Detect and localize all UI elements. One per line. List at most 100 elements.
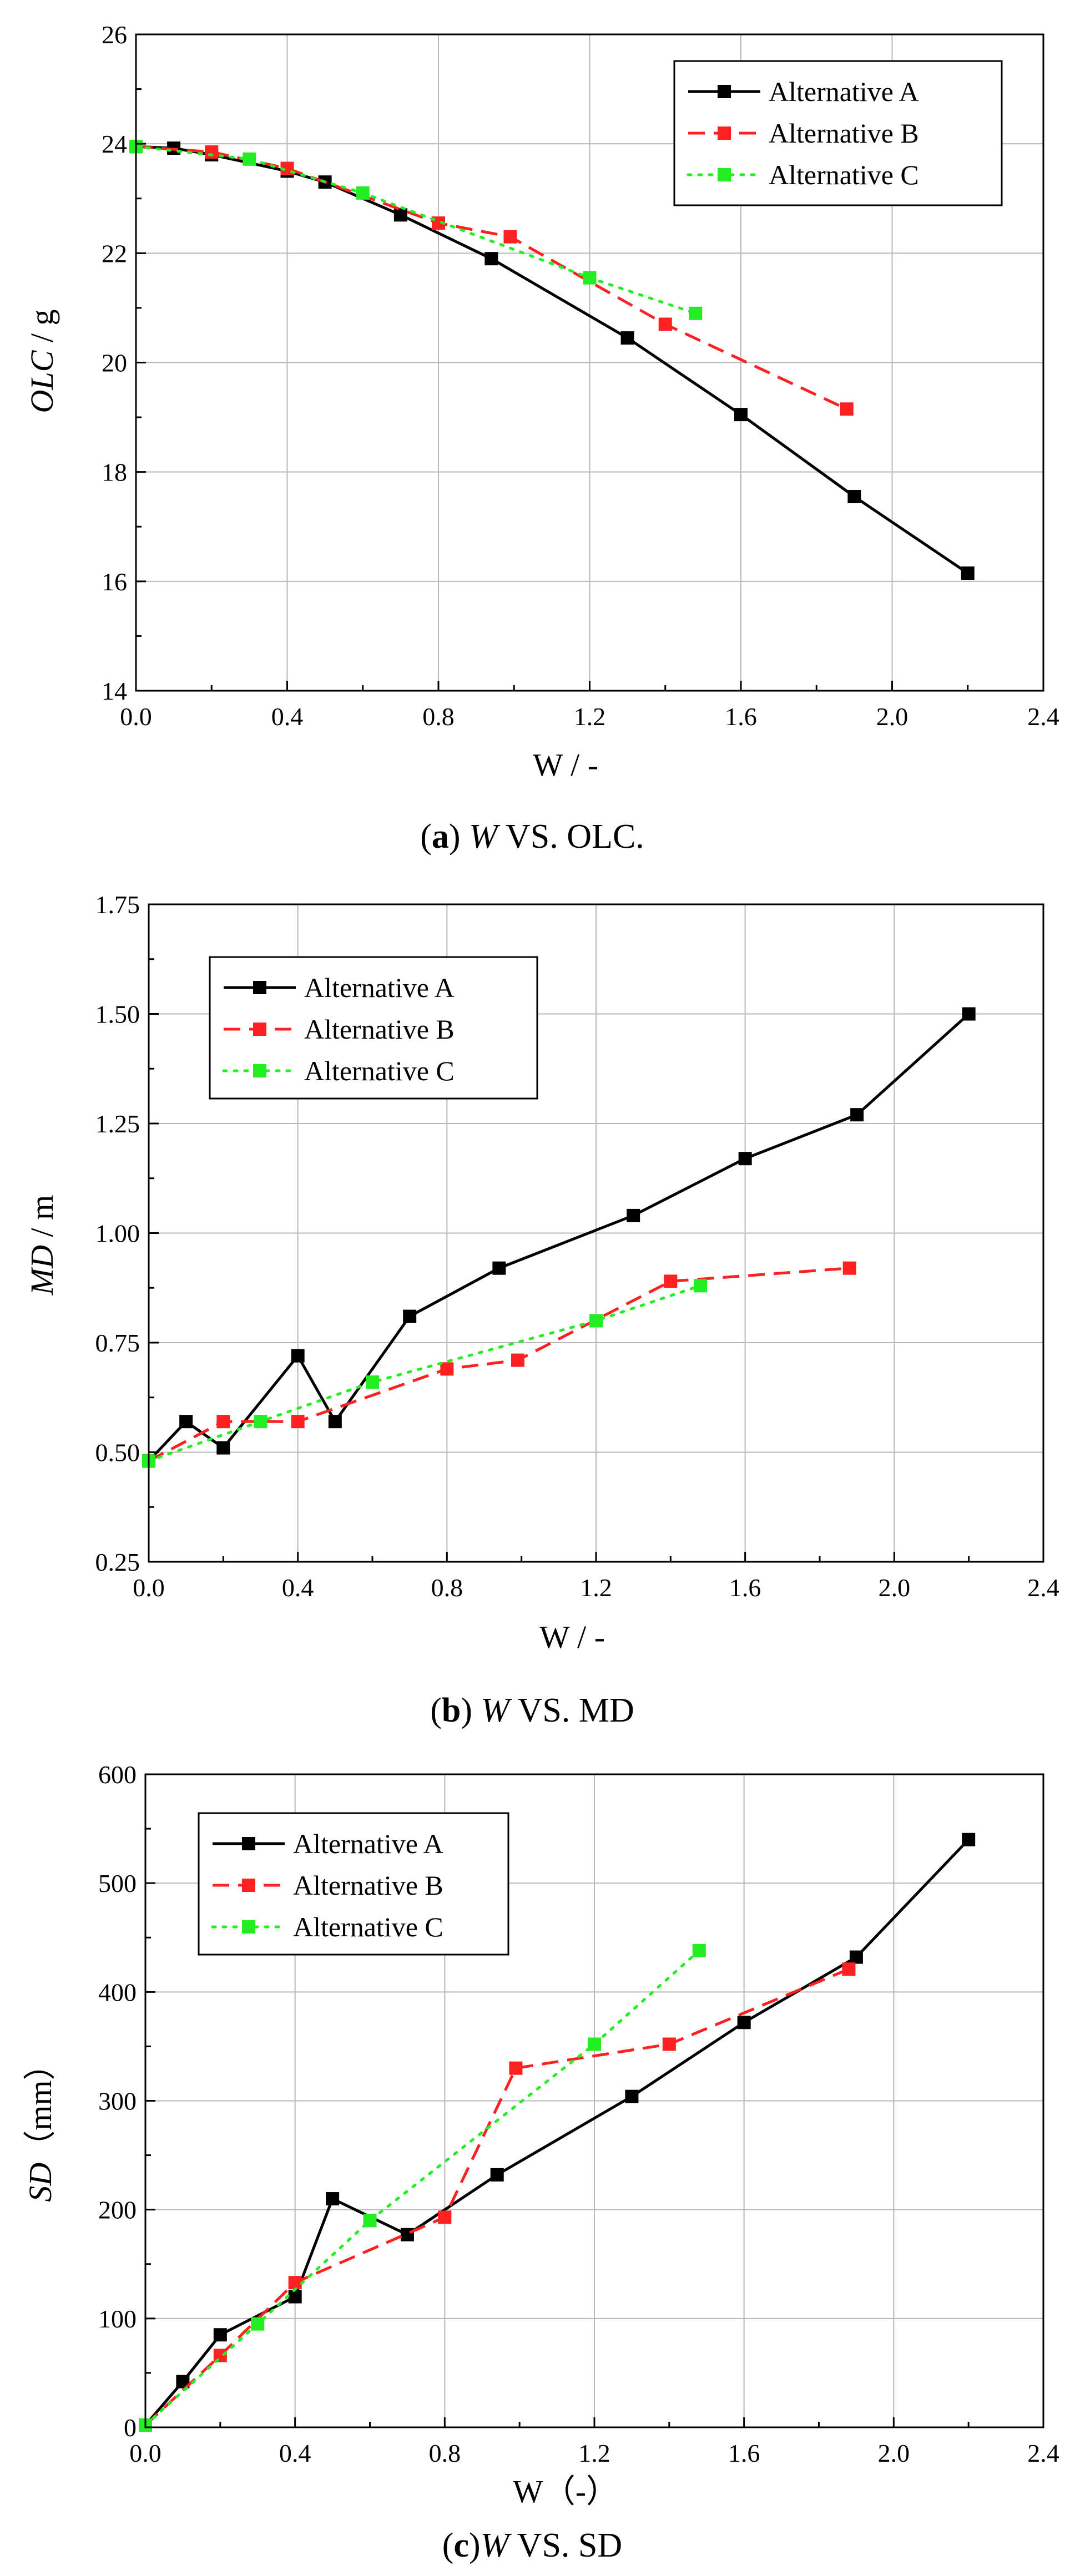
panel-a-series-alternative-a-point [847, 490, 861, 504]
panel-a-series-alternative-a-point [620, 331, 634, 345]
panel-a-series-alternative-b-point [205, 145, 219, 159]
panel-c-series-alternative-b-point [509, 2061, 523, 2075]
panel-b-legend: Alternative A Alternative B Alternative C [209, 956, 538, 1100]
panel-a-series-alternative-a-point [734, 408, 748, 422]
panel-c-series-alternative-a-point [737, 2016, 751, 2030]
panel-c-caption: (c)W VS. SD [442, 2527, 622, 2564]
panel-b-series-alternative-b-line [148, 1267, 850, 1462]
panel-a-caption: (a) W VS. OLC. [420, 818, 644, 856]
panel-b-y-tick-label: 1.25 [95, 1110, 140, 1138]
panel-c-y-tick-label: 200 [98, 2196, 137, 2224]
panel-c-x-tick-label: 2.0 [878, 2439, 910, 2467]
panel-c-y-tick-label: 500 [98, 1869, 137, 1897]
panel-a-series-alternative-a-point [961, 566, 975, 580]
panel-c-legend-alternative-b-label: Alternative B [293, 1870, 443, 1901]
panel-b-series-alternative-a-point [492, 1261, 506, 1275]
panel-a-legend-alternative-c-label: Alternative C [769, 159, 919, 190]
panel-c-x-axis-title: W（-） [513, 2473, 618, 2509]
panel-c-series-alternative-a-point [962, 1833, 976, 1846]
panel-a-olc-chart: 0.0 0.4 0.8 1.2 1.6 2.0 2.4 14 16 18 20 22 24 26 OLC … [24, 21, 1059, 856]
panel-c-x-tick-label: 1.6 [728, 2439, 760, 2467]
panel-b-series-alternative-c-line [147, 1284, 702, 1462]
panel-c-y-tick-label: 600 [98, 1760, 137, 1789]
panel-a-legend: Alternative A Alternative B Alternative C [673, 60, 1003, 206]
panel-a-x-tick-label: 1.2 [574, 702, 606, 731]
panel-c-y-axis-title: SD（mm） [22, 2048, 58, 2202]
panel-a-series-alternative-c-point [689, 306, 703, 320]
panel-b-series-alternative-b-point [664, 1274, 678, 1288]
panel-a-series-alternative-b-point [840, 402, 854, 416]
panel-b-x-tick-label: 0.8 [431, 1573, 463, 1602]
panel-a-legend-alternative-c-marker [718, 168, 731, 181]
panel-b-legend-alternative-a-marker [253, 981, 266, 994]
panel-b-series-alternative-a-point [627, 1208, 640, 1222]
panel-b-series-alternative-c-point [589, 1314, 603, 1328]
panel-b-x-tick-label: 2.0 [879, 1573, 911, 1602]
panel-b-x-tick-label: 1.6 [729, 1573, 761, 1602]
panel-a-x-tick-label: 0.8 [422, 702, 455, 731]
panel-c-legend-alternative-a-label: Alternative A [293, 1828, 443, 1859]
panel-b-y-tick-label: 1.50 [95, 1000, 140, 1029]
panel-b-y-tick-label: 1.00 [95, 1219, 140, 1248]
panel-c-series-alternative-b-point [842, 1962, 856, 1976]
panel-b-legend-alternative-c-label: Alternative C [304, 1055, 455, 1086]
panel-b-y-axis-title: MD / m [24, 1195, 60, 1295]
panel-a-x-tick-label: 0.4 [271, 702, 304, 731]
panel-b-series-alternative-a-point [850, 1108, 864, 1122]
panel-c-y-tick-label: 400 [98, 1978, 137, 2006]
panel-a-series-alternative-c-line [134, 145, 697, 315]
panel-a-y-tick-label: 18 [102, 458, 127, 487]
panel-b-legend-alternative-a-label: Alternative A [304, 972, 455, 1003]
panel-b-y-tick-label: 0.50 [95, 1439, 140, 1467]
panel-c-series-alternative-a-point [326, 2192, 340, 2206]
panel-a-y-tick-label: 14 [102, 677, 127, 705]
panel-b-series-alternative-b-point [216, 1415, 230, 1429]
panel-b-series-alternative-c-point [694, 1279, 708, 1293]
panel-c-series-alternative-a-point [288, 2290, 302, 2304]
panel-c-series-alternative-a-point [625, 2089, 639, 2103]
panel-a-series-alternative-c-point [356, 186, 370, 200]
panel-b-series-alternative-b-point [842, 1261, 856, 1275]
panel-c-series-alternative-c-point [251, 2317, 265, 2331]
panel-b-x-tick-label: 2.4 [1027, 1573, 1059, 1602]
panel-a-x-axis-title: W / - [533, 747, 598, 783]
panel-c-x-tick-label: 0.4 [279, 2439, 311, 2467]
panel-c-x-tick-label: 0.0 [129, 2439, 161, 2467]
panel-b-series-alternative-b-point [511, 1353, 524, 1367]
panel-b-series-alternative-a-point [962, 1007, 976, 1021]
panel-c-sd-chart: 0.0 0.4 0.8 1.2 1.6 2.0 2.4 0 100 200 300 400 500 600… [22, 1760, 1059, 2564]
panel-c-series-alternative-c-point [363, 2214, 377, 2228]
panel-c-series-alternative-a-point [490, 2168, 504, 2182]
panel-c-y-tick-label: 100 [98, 2305, 137, 2333]
panel-b-series-alternative-b-point [440, 1362, 454, 1376]
panel-b-legend-alternative-b-label: Alternative B [304, 1014, 455, 1045]
panel-c-series-alternative-a-point [400, 2228, 414, 2241]
panel-c-series-alternative-c-line [144, 1949, 701, 2427]
panel-a-x-tick-label: 2.0 [876, 702, 908, 731]
panel-b-legend-alternative-b-marker [253, 1023, 266, 1036]
panel-c-series-alternative-c-point [588, 2037, 601, 2051]
panel-a-y-tick-label: 26 [102, 21, 127, 49]
panel-a-y-tick-label: 20 [102, 349, 127, 377]
panel-a-x-tick-label: 2.4 [1027, 702, 1059, 731]
panel-b-md-chart: 0.0 0.4 0.8 1.2 1.6 2.0 2.4 0.25 0.50 0.75 1.00 1.2… [24, 890, 1059, 1729]
panel-a-legend-alternative-b-marker [718, 126, 731, 140]
panel-c-legend-alternative-a-marker [242, 1837, 255, 1850]
panel-a-legend-alternative-a-marker [718, 85, 731, 98]
panel-a-y-tick-label: 22 [102, 239, 127, 267]
panel-c-y-tick-label: 0 [124, 2413, 137, 2442]
panel-c-series-alternative-b-line [144, 1967, 850, 2426]
panel-c-legend-alternative-c-label: Alternative C [293, 1911, 443, 1942]
panel-c-series-alternative-a-point [213, 2328, 227, 2342]
panel-a-series-alternative-a-point [393, 208, 407, 222]
panel-a-y-axis-title: OLC / g [24, 310, 60, 413]
panel-a-series-alternative-a-point [484, 252, 498, 266]
panel-c-legend-alternative-c-marker [242, 1920, 255, 1934]
panel-a-series-alternative-b-point [503, 230, 517, 244]
panel-a-series-alternative-a-line [135, 145, 969, 575]
panel-b-series-alternative-a-point [179, 1415, 193, 1429]
panel-b-series-alternative-a-point [216, 1441, 230, 1455]
panel-b-series-alternative-b-point [291, 1415, 305, 1429]
panel-b-series-alternative-a-point [403, 1309, 417, 1323]
